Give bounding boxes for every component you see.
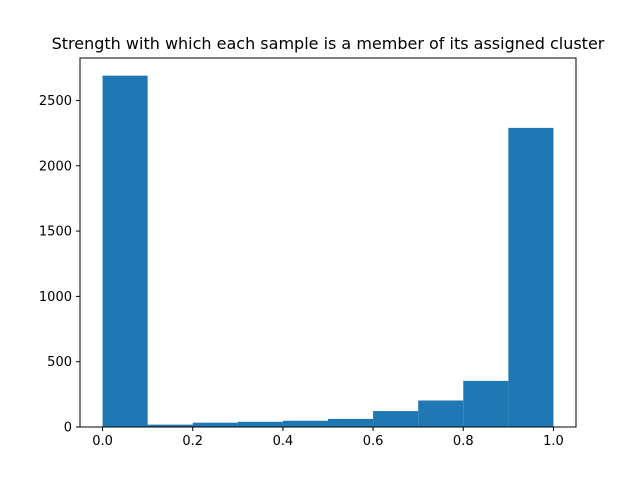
x-tick-label-1: 0.2 <box>182 434 203 449</box>
y-tick-label-2: 1000 <box>39 290 72 305</box>
x-tick-label-4: 0.8 <box>453 434 474 449</box>
histogram-bar-9 <box>508 127 554 428</box>
y-axis: 0 500 1000 1500 2000 2500 <box>39 94 80 436</box>
y-tick-label-0: 0 <box>64 421 72 436</box>
x-tick-label-0: 0.0 <box>92 434 113 449</box>
histogram-bar-5 <box>328 418 374 427</box>
histogram-bar-8 <box>463 380 509 427</box>
x-tick-label-3: 0.6 <box>363 434 384 449</box>
y-tick-label-1: 500 <box>47 355 72 370</box>
chart-title: Strength with which each sample is a mem… <box>52 34 605 53</box>
x-axis: 0.0 0.2 0.4 0.6 0.8 1.0 <box>92 427 564 449</box>
plot-frame <box>79 57 577 428</box>
y-tick-label-4: 2000 <box>39 159 72 174</box>
histogram-bar-2 <box>192 422 238 427</box>
histogram-bar-0 <box>102 75 148 427</box>
y-tick-label-5: 2500 <box>39 94 72 109</box>
histogram-bar-1 <box>147 424 193 427</box>
y-tick-label-3: 1500 <box>39 225 72 240</box>
x-tick-label-2: 0.4 <box>273 434 294 449</box>
x-tick-label-5: 1.0 <box>543 434 564 449</box>
histogram-bar-4 <box>282 420 328 427</box>
histogram-bar-7 <box>418 400 464 427</box>
histogram-bar-6 <box>373 411 419 427</box>
bars-layer <box>102 75 554 428</box>
histogram-bar-3 <box>237 421 283 427</box>
